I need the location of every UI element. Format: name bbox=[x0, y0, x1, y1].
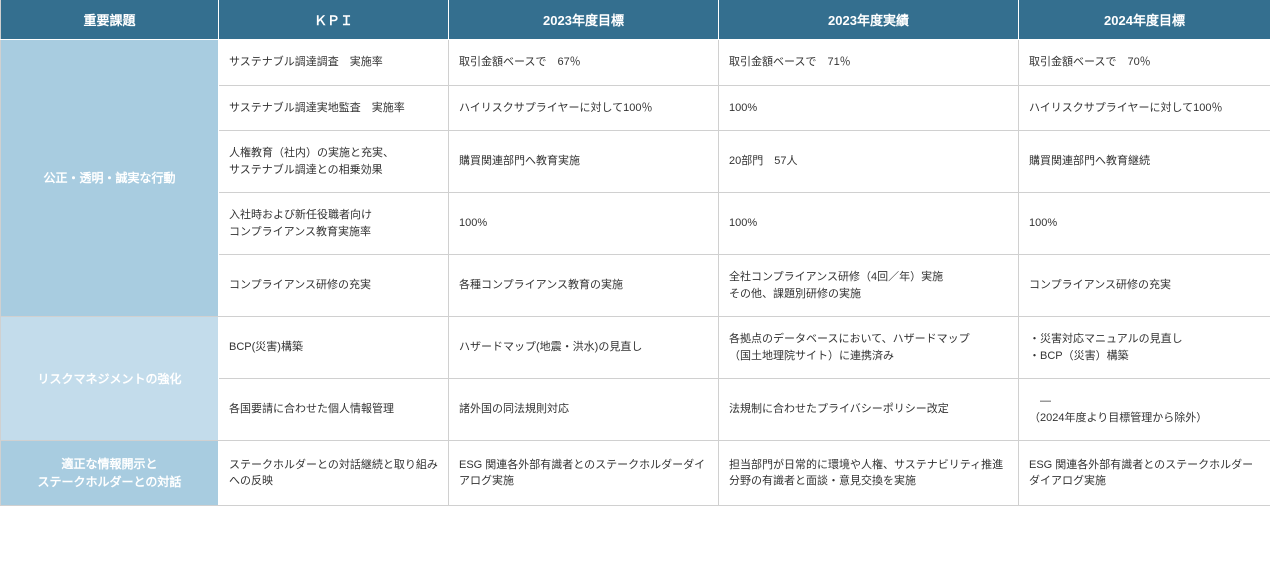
kpi-cell: 各国要請に合わせた個人情報管理 bbox=[219, 379, 449, 441]
target-2023-cell: ESG 関連各外部有識者とのステークホルダーダイアログ実施 bbox=[449, 441, 719, 506]
target-2024-cell: コンプライアンス研修の充実 bbox=[1019, 255, 1270, 317]
target-2023-cell: 各種コンプライアンス教育の実施 bbox=[449, 255, 719, 317]
actual-2023-cell: 法規制に合わせたプライバシーポリシー改定 bbox=[719, 379, 1019, 441]
actual-2023-cell: 20部門 57人 bbox=[719, 131, 1019, 193]
kpi-cell: コンプライアンス研修の充実 bbox=[219, 255, 449, 317]
actual-2023-cell: 全社コンプライアンス研修（4回／年）実施その他、課題別研修の実施 bbox=[719, 255, 1019, 317]
table-header-row: 重要課題ＫＰＩ2023年度目標2023年度実績2024年度目標 bbox=[1, 0, 1270, 40]
target-2024-cell: 100% bbox=[1019, 193, 1270, 255]
col-header: 2024年度目標 bbox=[1019, 0, 1270, 40]
col-header: ＫＰＩ bbox=[219, 0, 449, 40]
target-2023-cell: ハイリスクサプライヤーに対して100％ bbox=[449, 85, 719, 131]
col-header: 2023年度目標 bbox=[449, 0, 719, 40]
table-row: 適正な情報開示とステークホルダーとの対話ステークホルダーとの対話継続と取り組みへ… bbox=[1, 441, 1270, 506]
target-2024-cell: 購買関連部門へ教育継続 bbox=[1019, 131, 1270, 193]
actual-2023-cell: 100% bbox=[719, 85, 1019, 131]
category-cell: 公正・透明・誠実な行動 bbox=[1, 40, 219, 317]
actual-2023-cell: 各拠点のデータベースにおいて、ハザードマップ（国土地理院サイト）に連携済み bbox=[719, 317, 1019, 379]
col-header: 2023年度実績 bbox=[719, 0, 1019, 40]
kpi-cell: BCP(災害)構築 bbox=[219, 317, 449, 379]
target-2023-cell: 100% bbox=[449, 193, 719, 255]
target-2023-cell: ハザードマップ(地震・洪水)の見直し bbox=[449, 317, 719, 379]
target-2024-cell: 取引金額ベースで 70％ bbox=[1019, 40, 1270, 86]
col-header: 重要課題 bbox=[1, 0, 219, 40]
esg-kpi-table: 重要課題ＫＰＩ2023年度目標2023年度実績2024年度目標 公正・透明・誠実… bbox=[0, 0, 1270, 506]
target-2024-cell: ハイリスクサプライヤーに対して100％ bbox=[1019, 85, 1270, 131]
table-row: リスクマネジメントの強化BCP(災害)構築ハザードマップ(地震・洪水)の見直し各… bbox=[1, 317, 1270, 379]
actual-2023-cell: 取引金額ベースで 71％ bbox=[719, 40, 1019, 86]
actual-2023-cell: 担当部門が日常的に環境や人権、サステナビリティ推進分野の有識者と面談・意見交換を… bbox=[719, 441, 1019, 506]
kpi-cell: 入社時および新任役職者向けコンプライアンス教育実施率 bbox=[219, 193, 449, 255]
table-row: 公正・透明・誠実な行動サステナブル調達調査 実施率取引金額ベースで 67％取引金… bbox=[1, 40, 1270, 86]
target-2023-cell: 購買関連部門へ教育実施 bbox=[449, 131, 719, 193]
kpi-cell: ステークホルダーとの対話継続と取り組みへの反映 bbox=[219, 441, 449, 506]
target-2024-cell: ・災害対応マニュアルの見直し・BCP（災害）構築 bbox=[1019, 317, 1270, 379]
category-cell: 適正な情報開示とステークホルダーとの対話 bbox=[1, 441, 219, 506]
target-2024-cell: ―（2024年度より目標管理から除外） bbox=[1019, 379, 1270, 441]
kpi-cell: 人権教育（社内）の実施と充実、サステナブル調達との相乗効果 bbox=[219, 131, 449, 193]
actual-2023-cell: 100% bbox=[719, 193, 1019, 255]
target-2023-cell: 諸外国の同法規則対応 bbox=[449, 379, 719, 441]
kpi-cell: サステナブル調達実地監査 実施率 bbox=[219, 85, 449, 131]
target-2023-cell: 取引金額ベースで 67％ bbox=[449, 40, 719, 86]
target-2024-cell: ESG 関連各外部有識者とのステークホルダーダイアログ実施 bbox=[1019, 441, 1270, 506]
category-cell: リスクマネジメントの強化 bbox=[1, 317, 219, 441]
kpi-cell: サステナブル調達調査 実施率 bbox=[219, 40, 449, 86]
